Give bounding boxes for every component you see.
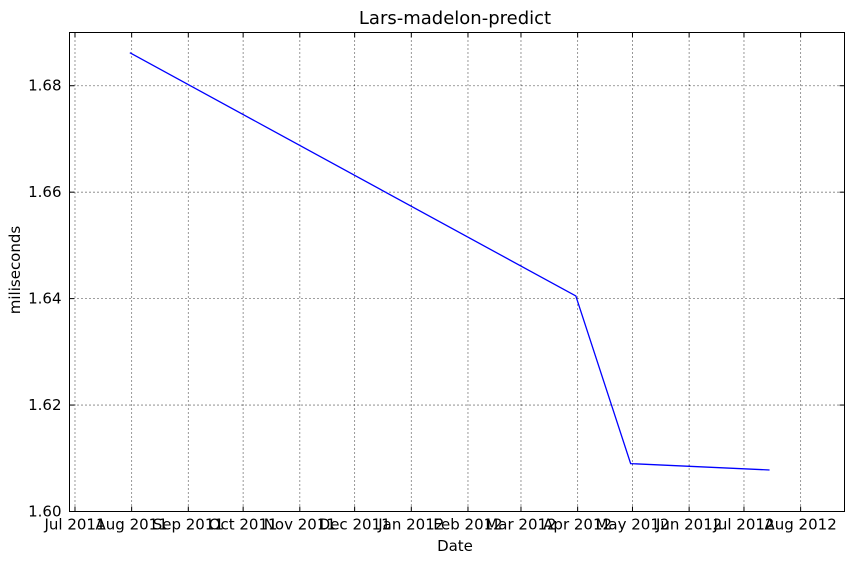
x-tick-label: May 2012 (595, 516, 669, 534)
x-tick-label: Jun 2012 (655, 516, 722, 534)
x-tick-label: Aug 2011 (96, 516, 168, 534)
y-tick-labels: 1.60 1.62 1.64 1.66 1.68 (28, 77, 61, 521)
y-tick-label: 1.68 (28, 77, 61, 95)
x-tick-label: Aug 2012 (765, 516, 837, 534)
x-axis-title: Date (437, 537, 473, 555)
y-tick-label: 1.62 (28, 396, 61, 414)
x-tick-label: Nov 2011 (264, 516, 336, 534)
chart-title: Lars-madelon-predict (359, 8, 551, 29)
x-tick-label: Oct 2011 (209, 516, 278, 534)
x-tick-label: Feb 2012 (433, 516, 503, 534)
x-tick-label: Sep 2011 (153, 516, 224, 534)
y-tick-label: 1.60 (28, 503, 61, 521)
x-tick-label: Jul 2011 (43, 516, 105, 534)
series-layer (129, 52, 770, 471)
plot-frame (69, 32, 845, 512)
x-tick-label: Jul 2012 (712, 516, 774, 534)
y-tick-label: 1.64 (28, 290, 61, 308)
x-tick-label: Jan 2012 (377, 516, 444, 534)
plot-area (69, 32, 845, 512)
ticks (69, 32, 845, 512)
y-tick-label: 1.66 (28, 183, 61, 201)
y-axis-title: miliseconds (6, 226, 24, 315)
x-tick-label: Apr 2012 (543, 516, 612, 534)
series-line (129, 52, 770, 471)
x-tick-label: Dec 2011 (319, 516, 391, 534)
x-tick-label: Mar 2012 (485, 516, 556, 534)
